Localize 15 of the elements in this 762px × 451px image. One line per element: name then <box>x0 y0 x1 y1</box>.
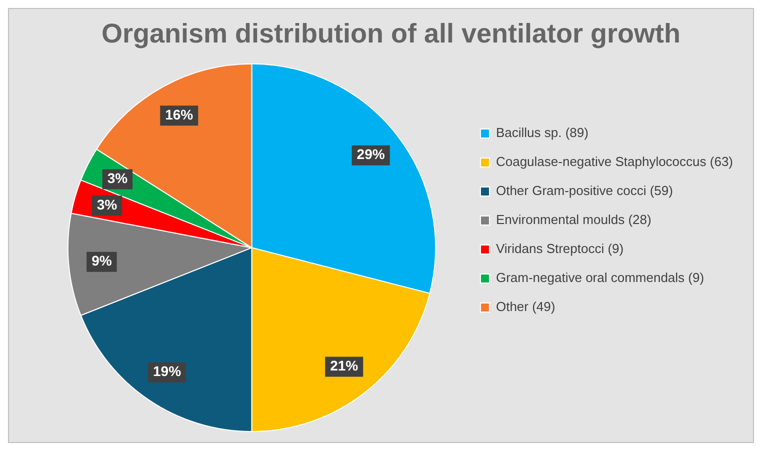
data-label: 16% <box>165 106 194 122</box>
legend-label: Gram-negative oral commendals (9) <box>496 270 704 286</box>
data-label: 29% <box>356 146 386 162</box>
legend-label: Other Gram-positive cocci (59) <box>496 183 673 198</box>
legend-label: Environmental moulds (28) <box>496 212 652 228</box>
chart-title: Organism distribution of all ventilator growth <box>101 18 681 49</box>
data-label: 3% <box>96 196 118 213</box>
legend-label: Other (49) <box>496 299 556 314</box>
legend-label: Viridans Streptocci (9) <box>496 241 624 256</box>
legend-label: Coagulase-negative Staphylococcus (63) <box>496 154 734 170</box>
data-label: 21% <box>330 358 359 374</box>
data-label: 3% <box>107 170 128 186</box>
legend-label: Bacillus sp. (89) <box>496 125 588 140</box>
data-label: 9% <box>92 252 112 269</box>
data-label: 19% <box>153 363 182 380</box>
